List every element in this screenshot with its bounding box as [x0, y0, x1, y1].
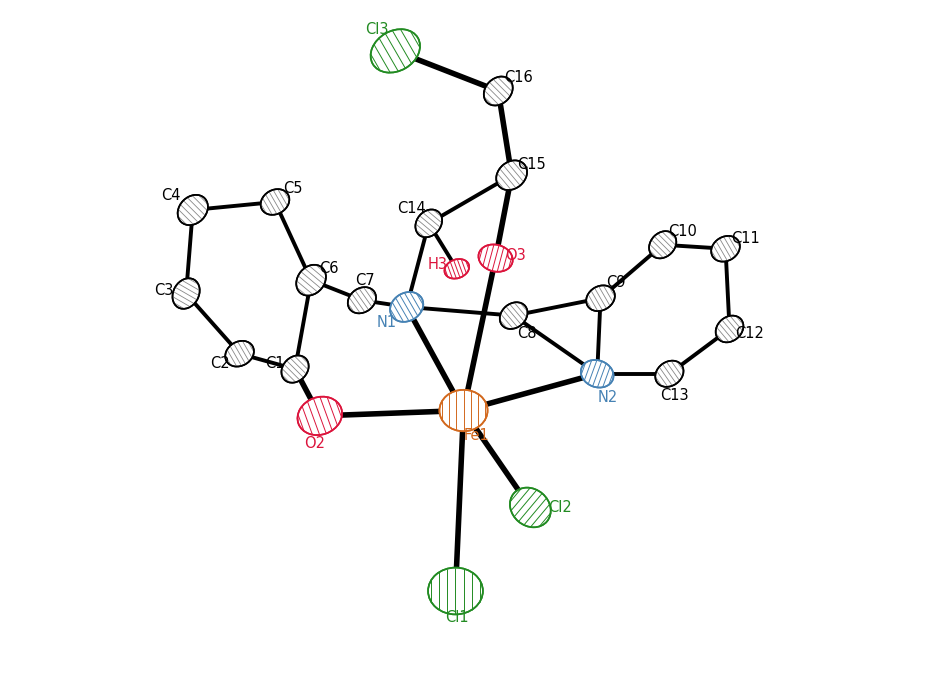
- Text: C15: C15: [517, 157, 546, 172]
- Text: C16: C16: [504, 70, 533, 85]
- Text: C11: C11: [731, 231, 760, 245]
- Text: N1: N1: [376, 315, 397, 330]
- Ellipse shape: [260, 189, 289, 215]
- Text: C13: C13: [660, 388, 689, 403]
- Text: C5: C5: [284, 181, 303, 196]
- Ellipse shape: [390, 292, 424, 322]
- Ellipse shape: [500, 302, 527, 329]
- Ellipse shape: [439, 390, 488, 431]
- Ellipse shape: [298, 396, 342, 435]
- Ellipse shape: [711, 236, 740, 262]
- Text: C10: C10: [668, 224, 697, 239]
- Ellipse shape: [586, 285, 615, 311]
- Text: N2: N2: [598, 390, 618, 404]
- Ellipse shape: [496, 160, 527, 190]
- Ellipse shape: [581, 360, 614, 388]
- Text: H3: H3: [428, 257, 448, 272]
- Ellipse shape: [348, 287, 376, 313]
- Ellipse shape: [178, 195, 208, 225]
- Ellipse shape: [510, 487, 551, 527]
- Ellipse shape: [371, 29, 420, 73]
- Ellipse shape: [484, 77, 513, 105]
- Text: O3: O3: [505, 248, 526, 263]
- Ellipse shape: [716, 315, 743, 342]
- Ellipse shape: [655, 361, 683, 387]
- Text: C3: C3: [155, 282, 173, 298]
- Ellipse shape: [225, 341, 254, 367]
- Text: C12: C12: [735, 326, 764, 341]
- Text: C9: C9: [606, 275, 626, 290]
- Text: C8: C8: [517, 326, 537, 341]
- Ellipse shape: [428, 568, 483, 615]
- Ellipse shape: [444, 259, 469, 278]
- Text: Fe1: Fe1: [464, 429, 489, 443]
- Text: C4: C4: [161, 188, 181, 203]
- Ellipse shape: [478, 245, 513, 272]
- Text: C2: C2: [210, 357, 229, 371]
- Text: C1: C1: [265, 357, 285, 371]
- Text: Cl3: Cl3: [365, 22, 388, 37]
- Text: Cl1: Cl1: [445, 610, 469, 625]
- Text: Cl2: Cl2: [549, 500, 572, 515]
- Text: C6: C6: [319, 262, 338, 276]
- Ellipse shape: [297, 265, 326, 296]
- Text: C7: C7: [355, 273, 375, 288]
- Text: O2: O2: [305, 437, 325, 452]
- Ellipse shape: [282, 355, 309, 383]
- Text: C14: C14: [397, 201, 425, 216]
- Ellipse shape: [172, 278, 199, 309]
- Ellipse shape: [649, 231, 677, 258]
- Ellipse shape: [415, 210, 442, 237]
